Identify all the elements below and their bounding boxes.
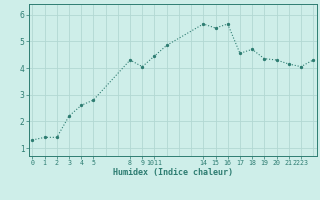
X-axis label: Humidex (Indice chaleur): Humidex (Indice chaleur): [113, 168, 233, 177]
